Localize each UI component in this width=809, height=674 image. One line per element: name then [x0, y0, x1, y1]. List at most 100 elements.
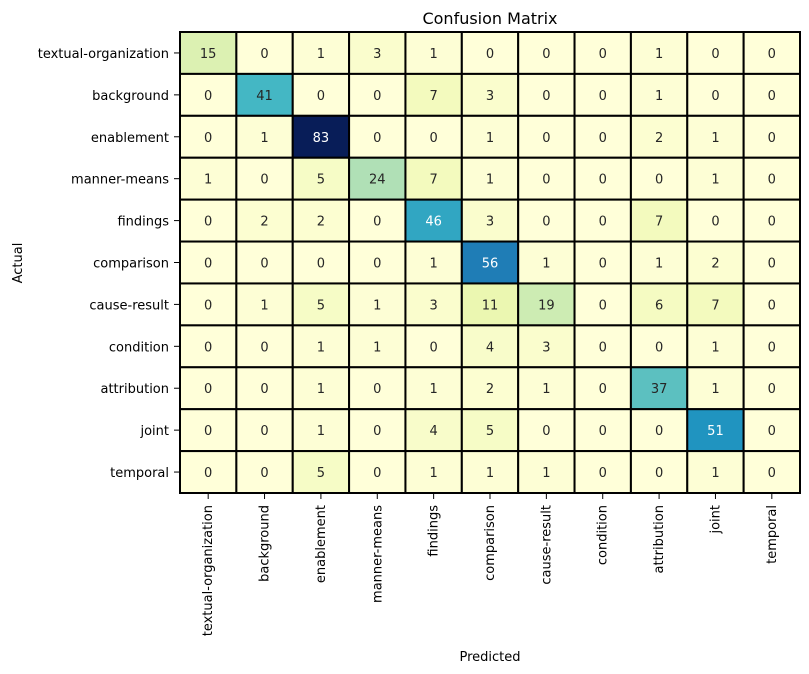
cell-value-label: 7: [429, 173, 437, 188]
heatmap-cell: [348, 156, 407, 201]
cell-value-label: 4: [429, 424, 437, 439]
y-tick-label: enablement: [91, 131, 169, 146]
heatmap-cell: [291, 408, 351, 453]
cell-value-label: 5: [317, 298, 325, 313]
x-axis-label: Predicted: [459, 650, 520, 665]
cell-value-label: 0: [655, 340, 663, 355]
cell-value-label: 0: [204, 424, 212, 439]
cell-value-label: 0: [204, 215, 212, 230]
heatmap-cell: [742, 282, 801, 327]
x-tick-label: condition: [596, 505, 611, 565]
cell-value-label: 2: [317, 215, 325, 230]
cell-value-label: 0: [260, 173, 268, 188]
cell-value-label: 0: [204, 382, 212, 397]
heatmap-cell: [179, 72, 238, 117]
cell-value-label: 0: [711, 47, 719, 62]
cell-value-label: 1: [260, 298, 268, 313]
cell-value-label: 0: [768, 173, 776, 188]
cell-value-label: 0: [655, 424, 663, 439]
heatmap-cell: [573, 31, 632, 75]
cell-value-label: 1: [711, 382, 719, 397]
cell-value-label: 1: [711, 340, 719, 355]
heatmap-cell: [235, 282, 294, 327]
cell-value-label: 0: [768, 215, 776, 230]
x-tick-label: manner-means: [370, 505, 385, 603]
cell-value-label: 0: [429, 131, 437, 146]
cell-value-label: 0: [260, 382, 268, 397]
y-tick-label: findings: [117, 215, 169, 230]
cell-value-label: 0: [542, 215, 550, 230]
cell-value-label: 0: [768, 382, 776, 397]
cell-value-label: 0: [260, 466, 268, 481]
heatmap-cell: [742, 72, 801, 117]
heatmap-cell: [686, 72, 745, 117]
cell-value-label: 4: [486, 340, 494, 355]
y-tick-labels: textual-organization background enablement…: [38, 47, 180, 481]
heatmap-cell: [517, 114, 576, 159]
cell-value-label: 0: [599, 257, 607, 272]
cell-value-label: 0: [599, 298, 607, 313]
cell-value-label: 1: [542, 382, 550, 397]
cell-value-label: 46: [425, 215, 442, 230]
cell-value-label: 19: [538, 298, 555, 313]
cell-value-label: 0: [599, 173, 607, 188]
heatmap-cell: [629, 408, 689, 453]
cell-value-label: 3: [542, 340, 550, 355]
x-tick-label: comparison: [483, 505, 498, 581]
cell-value-label: 1: [711, 466, 719, 481]
cell-value-label: 1: [486, 173, 494, 188]
heatmap-cell: [179, 324, 238, 369]
cell-value-label: 7: [429, 89, 437, 104]
y-tick-label: temporal: [110, 466, 169, 481]
cell-value-label: 0: [768, 424, 776, 439]
cell-value-label: 0: [204, 298, 212, 313]
cell-value-label: 1: [204, 173, 212, 188]
cell-value-label: 0: [768, 47, 776, 62]
cell-value-label: 0: [260, 340, 268, 355]
cell-value-label: 37: [651, 382, 668, 397]
heatmap-cell: [291, 366, 351, 411]
cell-value-label: 0: [317, 257, 325, 272]
cell-value-label: 1: [655, 89, 663, 104]
x-tick-label: enablement: [314, 505, 329, 583]
cell-value-label: 0: [542, 89, 550, 104]
heatmap-cell: [742, 450, 801, 495]
heatmap-cell: [179, 240, 238, 285]
cell-value-label: 0: [204, 89, 212, 104]
heatmap-cell: [629, 114, 689, 159]
y-tick-label: manner-means: [71, 173, 169, 188]
cell-value-label: 0: [768, 466, 776, 481]
cell-value-label: 5: [317, 173, 325, 188]
cell-value-label: 0: [542, 47, 550, 62]
cell-value-label: 1: [429, 47, 437, 62]
cell-value-label: 0: [768, 257, 776, 272]
cell-value-label: 0: [768, 298, 776, 313]
cell-value-label: 83: [313, 131, 330, 146]
cell-value-label: 0: [204, 131, 212, 146]
x-tick-label: cause-result: [539, 505, 554, 585]
cell-value-label: 2: [655, 131, 663, 146]
heatmap-cell: [742, 324, 801, 369]
cell-value-label: 0: [373, 215, 381, 230]
cell-value-label: 3: [373, 47, 381, 62]
heatmap-cell: [573, 282, 632, 327]
cell-value-label: 0: [599, 382, 607, 397]
cell-value-label: 0: [542, 173, 550, 188]
cell-value-label: 2: [260, 215, 268, 230]
heatmap-cell: [460, 282, 520, 327]
cell-value-label: 0: [768, 89, 776, 104]
x-tick-label: background: [258, 505, 273, 582]
heatmap-cell: [629, 366, 689, 411]
cell-value-label: 0: [711, 215, 719, 230]
heatmap-cell: [235, 324, 294, 369]
cell-value-label: 1: [373, 298, 381, 313]
heatmap-cell: [460, 72, 520, 117]
cell-value-label: 0: [655, 466, 663, 481]
cell-value-label: 0: [204, 340, 212, 355]
heatmap-cell: [742, 198, 801, 243]
cell-value-label: 3: [486, 89, 494, 104]
cell-value-label: 0: [599, 340, 607, 355]
cell-value-label: 1: [317, 340, 325, 355]
cell-value-label: 3: [486, 215, 494, 230]
